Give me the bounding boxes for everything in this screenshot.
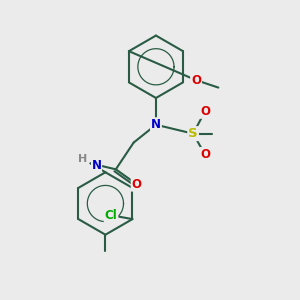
Text: Cl: Cl	[105, 209, 117, 222]
Text: O: O	[191, 74, 201, 87]
Text: N: N	[151, 118, 161, 131]
Text: O: O	[132, 178, 142, 191]
Text: O: O	[200, 105, 210, 118]
Text: S: S	[188, 127, 198, 140]
Text: O: O	[200, 148, 210, 161]
Text: N: N	[92, 159, 101, 172]
Text: H: H	[79, 154, 88, 164]
